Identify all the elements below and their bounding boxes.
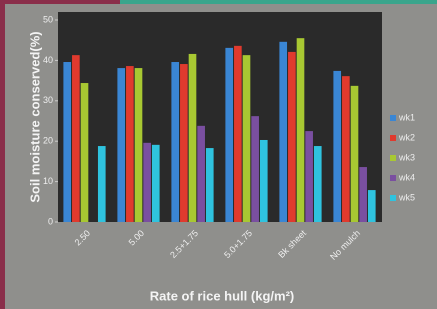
legend-swatch	[390, 135, 396, 141]
bar	[333, 71, 341, 222]
bar	[63, 62, 71, 222]
y-tick-label: 50	[43, 14, 53, 24]
bar	[72, 55, 80, 222]
legend-label: wk4	[398, 172, 415, 182]
bar	[117, 68, 125, 222]
legend-swatch	[390, 195, 396, 201]
legend-swatch	[390, 115, 396, 121]
bar	[135, 68, 143, 222]
chart: Soil moisture conserved(%) Rate of rice …	[0, 0, 437, 309]
bar	[251, 116, 259, 222]
top-edge	[0, 0, 120, 4]
bar	[314, 146, 322, 222]
bar	[359, 167, 367, 222]
bar	[297, 38, 305, 222]
bar	[197, 126, 205, 222]
legend-swatch	[390, 175, 396, 181]
bar	[189, 54, 197, 222]
bar	[206, 148, 214, 222]
bar	[305, 131, 313, 222]
bar	[243, 55, 251, 222]
y-tick-label: 40	[43, 55, 53, 65]
y-tick-label: 20	[43, 136, 53, 146]
bar	[143, 143, 151, 222]
bar	[234, 46, 242, 222]
left-edge	[0, 0, 5, 309]
bar	[171, 62, 179, 222]
bar	[98, 146, 106, 222]
legend-swatch	[390, 155, 396, 161]
bar	[225, 48, 233, 222]
bar	[342, 76, 350, 222]
bar	[260, 140, 268, 222]
y-tick-label: 30	[43, 95, 53, 105]
legend-label: wk2	[398, 132, 415, 142]
bar	[351, 86, 359, 222]
x-axis-title: Rate of rice hull (kg/m²)	[150, 288, 294, 303]
bar	[152, 145, 160, 222]
legend-label: wk3	[398, 152, 415, 162]
y-tick-label: 10	[43, 176, 53, 186]
y-axis-title: Soil moisture conserved(%)	[27, 31, 42, 202]
legend-label: wk5	[398, 192, 415, 202]
bar	[180, 64, 188, 222]
bar	[368, 190, 376, 222]
top-edge	[120, 0, 437, 4]
bar	[81, 83, 89, 222]
legend-label: wk1	[398, 112, 415, 122]
bar	[279, 42, 287, 222]
y-tick-label: 0	[48, 216, 53, 226]
bar	[288, 52, 296, 222]
bar	[126, 66, 134, 222]
